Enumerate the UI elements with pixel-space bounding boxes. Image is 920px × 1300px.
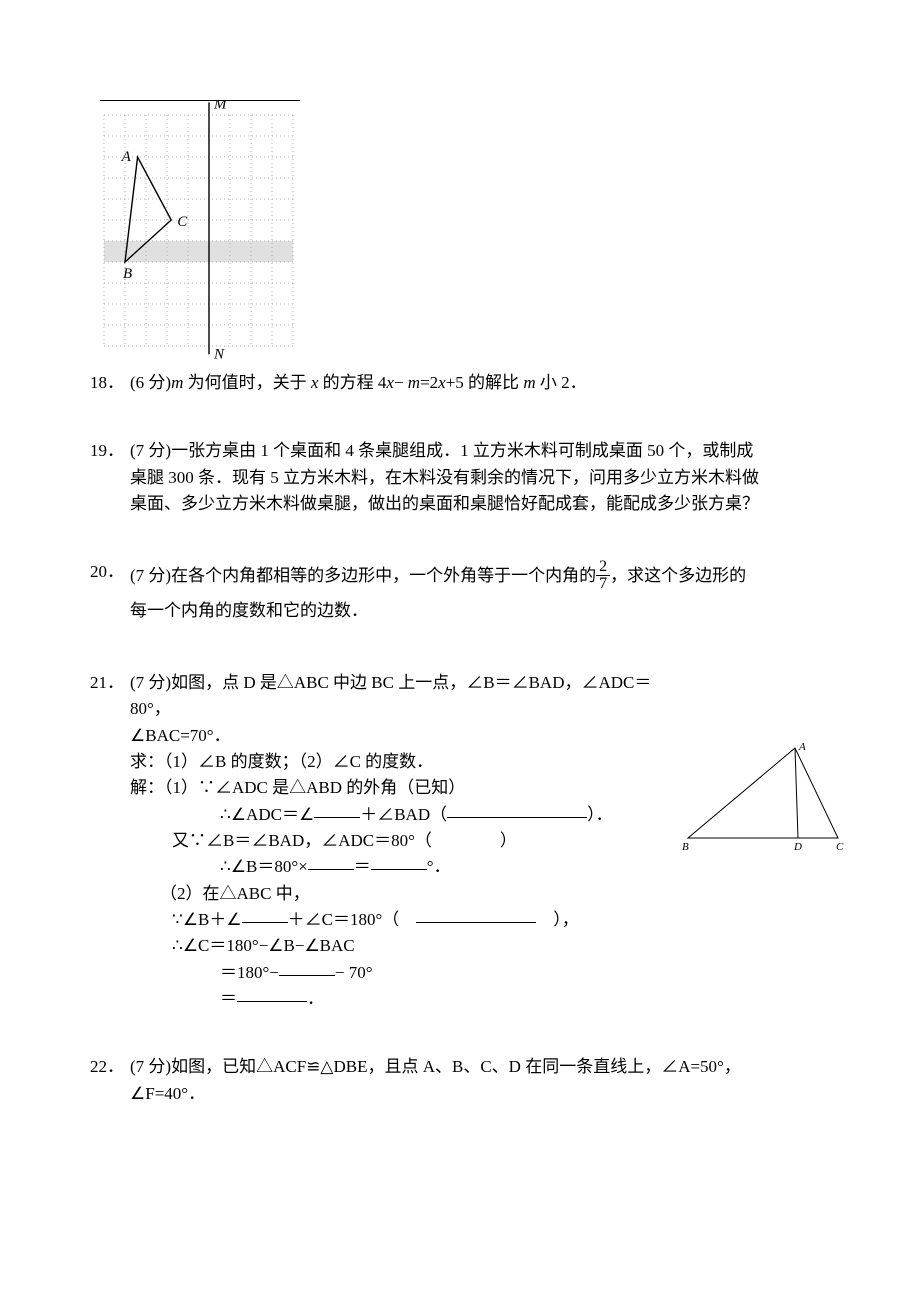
var-m: m <box>523 373 535 392</box>
problem-21-text: (7 分)如图，点 D 是△ABC 中边 BC 上一点，∠B＝∠BAD，∠ADC… <box>130 670 670 1012</box>
t: °． <box>427 857 451 876</box>
problem-20-line1b: ，求这个多边形的 <box>610 566 746 585</box>
sol-2e: ＝． <box>130 986 324 1012</box>
svg-text:C: C <box>177 214 188 230</box>
blank <box>314 800 360 818</box>
t: ）， <box>553 910 579 929</box>
problem-21-body: (7 分)如图，点 D 是△ABC 中边 BC 上一点，∠B＝∠BAD，∠ADC… <box>130 670 850 1012</box>
var-x: x <box>386 373 394 392</box>
svg-text:M: M <box>213 101 228 112</box>
problem-19-line1: 一张方桌由 1 个桌面和 4 条桌腿组成．1 立方米木料可制成桌面 50 个，或… <box>171 441 753 460</box>
problem-22-number: 22． <box>82 1054 130 1080</box>
triangle-abc-svg: A B C D <box>680 740 850 855</box>
t: （2）在△ABC 中， <box>160 884 310 903</box>
t: ＝ <box>354 857 371 876</box>
t: ∴∠B＝80°× <box>220 857 308 876</box>
t: ∵∠B＋∠ <box>172 910 242 929</box>
t: 如图，点 D 是△ABC 中边 BC 上一点，∠B＝∠BAD，∠ADC＝80°， <box>130 673 651 718</box>
problem-22: 22． (7 分)如图，已知△ACF≌△DBE，且点 A、B、C、D 在同一条直… <box>82 1054 850 1107</box>
fraction-2-7: 27 <box>596 559 610 592</box>
sol-2c: ∴∠C＝180°−∠B−∠BAC <box>130 933 355 959</box>
blank <box>237 984 307 1002</box>
problem-19-line2: 桌腿 300 条．现有 5 立方米木料，在木料没有剩余的情况下，问用多少立方米木… <box>130 468 759 487</box>
svg-text:D: D <box>793 841 802 853</box>
sol-1d: ∴∠B＝80°× ＝ °． <box>130 854 451 880</box>
svg-text:A: A <box>121 149 132 165</box>
problem-21-figure: A B C D <box>670 670 850 863</box>
blank <box>447 800 587 818</box>
problem-18: 18． (6 分)m 为何值时，关于 x 的方程 4x− m=2x+5 的解比 … <box>82 370 850 396</box>
problem-22-line2: ∠F=40°． <box>130 1084 205 1103</box>
t: − <box>394 373 408 392</box>
problem-21-line1: 如图，点 D 是△ABC 中边 BC 上一点，∠B＝∠BAD，∠ADC＝80°， <box>130 673 651 718</box>
frac-den: 7 <box>596 576 610 592</box>
problem-20-points: (7 分) <box>130 566 171 585</box>
blank <box>242 905 288 923</box>
problem-21-question: 求：（1）∠B 的度数；（2）∠C 的度数． <box>130 752 433 771</box>
problem-18-points: (6 分) <box>130 373 171 392</box>
t: 小 2． <box>536 373 587 392</box>
t: ＝180°− <box>220 963 279 982</box>
problem-20-line2: 每一个内角的度数和它的边数． <box>130 601 368 620</box>
problem-22-line1: 如图，已知△ACF≌△DBE，且点 A、B、C、D 在同一条直线上，∠A=50°… <box>171 1057 741 1076</box>
t: 又∵∠B＝∠BAD，∠ADC＝80°（ ） <box>172 831 517 850</box>
blank <box>279 958 335 976</box>
grid-svg: M N A B C <box>98 101 328 361</box>
svg-text:C: C <box>836 841 844 853</box>
t: ＋∠C＝180°（ <box>288 910 400 929</box>
problem-18-number: 18． <box>82 370 130 396</box>
sol-1a: 解：（1）∵∠ADC 是△ABD 的外角（已知） <box>130 778 465 797</box>
problem-20-line1a: 在各个内角都相等的多边形中，一个外角等于一个内角的 <box>171 566 596 585</box>
t: 为何值时，关于 <box>183 373 311 392</box>
problem-21-line1b: ∠BAC=70°． <box>130 726 231 745</box>
svg-text:B: B <box>682 841 689 853</box>
problem-19-body: (7 分)一张方桌由 1 个桌面和 4 条桌腿组成．1 立方米木料可制成桌面 5… <box>130 438 850 517</box>
sol-1c: 又∵∠B＝∠BAD，∠ADC＝80°（ ） <box>130 828 517 854</box>
problem-22-points: (7 分) <box>130 1057 171 1076</box>
grid-figure: M N A B C <box>82 100 850 366</box>
problem-21-points: (7 分) <box>130 673 171 692</box>
sol-2a: （2）在△ABC 中， <box>130 881 310 907</box>
problem-21-number: 21． <box>82 670 130 696</box>
blank <box>416 905 536 923</box>
sol-1b: ∴∠ADC＝∠ ＋∠BAD（ ）． <box>130 802 613 828</box>
svg-text:A: A <box>798 741 806 753</box>
problem-19: 19． (7 分)一张方桌由 1 个桌面和 4 条桌腿组成．1 立方米木料可制成… <box>82 438 850 517</box>
problem-20-body: (7 分)在各个内角都相等的多边形中，一个外角等于一个内角的27，求这个多边形的… <box>130 559 850 628</box>
t: ）． <box>587 805 613 824</box>
sol-2b: ∵∠B＋∠ ＋∠C＝180°（ ）， <box>130 907 579 933</box>
problem-20: 20． (7 分)在各个内角都相等的多边形中，一个外角等于一个内角的27，求这个… <box>82 559 850 628</box>
problem-19-number: 19． <box>82 438 130 464</box>
t: ∴∠ADC＝∠ <box>220 805 314 824</box>
problem-21: 21． (7 分)如图，点 D 是△ABC 中边 BC 上一点，∠B＝∠BAD，… <box>82 670 850 1012</box>
problem-19-line3: 桌面、多少立方米木料做桌腿，做出的桌面和桌腿恰好配成套，能配成多少张方桌？ <box>130 494 759 513</box>
svg-text:N: N <box>213 346 225 361</box>
var-m: m <box>171 373 183 392</box>
page: M N A B C 18． (6 分)m 为何值时，关于 x 的方程 4x− m=2x+… <box>0 0 920 1177</box>
t: =2 <box>420 373 438 392</box>
var-m: m <box>408 373 420 392</box>
t: 的方程 4 <box>318 373 386 392</box>
frac-num: 2 <box>596 559 610 576</box>
problem-18-body: (6 分)m 为何值时，关于 x 的方程 4x− m=2x+5 的解比 m 小 … <box>130 370 850 396</box>
problem-20-number: 20． <box>82 559 130 585</box>
problem-19-points: (7 分) <box>130 441 171 460</box>
problem-22-body: (7 分)如图，已知△ACF≌△DBE，且点 A、B、C、D 在同一条直线上，∠… <box>130 1054 850 1107</box>
blank <box>308 852 354 870</box>
sol-2d: ＝180°− − 70° <box>130 960 373 986</box>
t: ． <box>307 989 324 1008</box>
t: ＋∠BAD（ <box>360 805 447 824</box>
svg-text:B: B <box>123 266 132 282</box>
blank <box>371 852 427 870</box>
t: ＝ <box>220 989 237 1008</box>
t: +5 的解比 <box>446 373 524 392</box>
t: − 70° <box>335 963 373 982</box>
var-x: x <box>438 373 446 392</box>
t: ∴∠C＝180°−∠B−∠BAC <box>172 936 355 955</box>
